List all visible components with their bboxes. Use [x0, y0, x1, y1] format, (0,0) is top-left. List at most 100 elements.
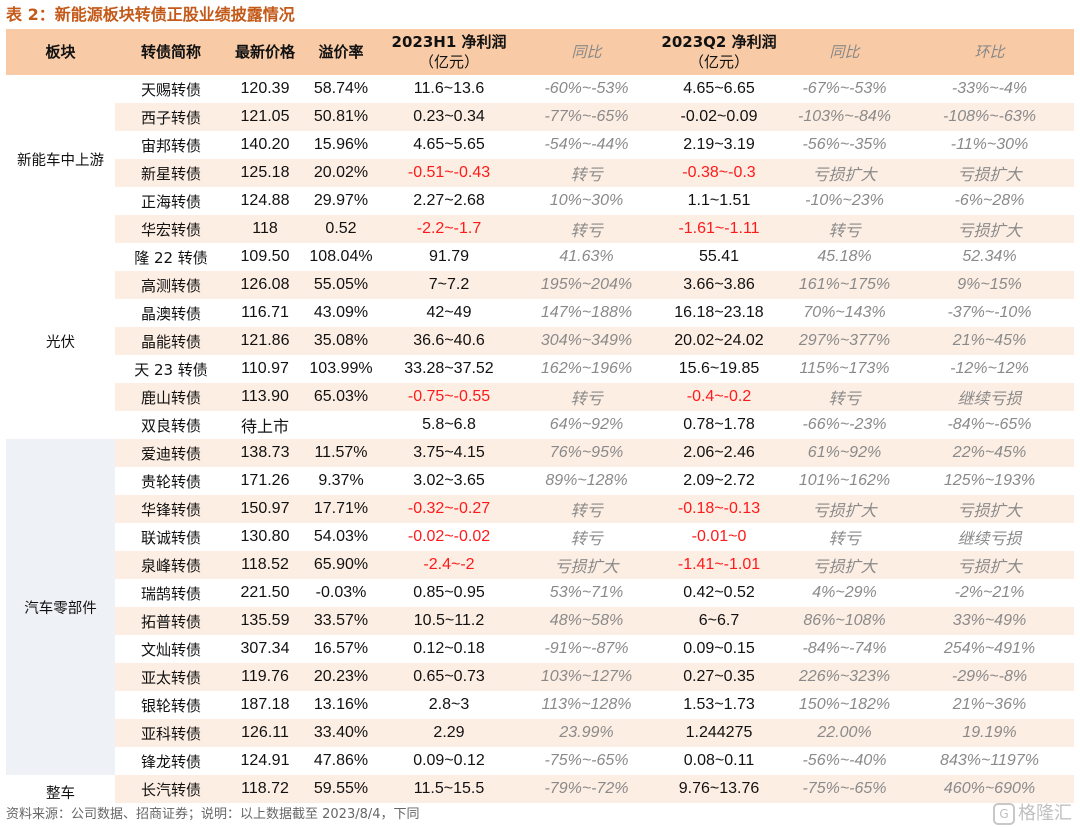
q2-net-profit: 0.42~0.52 — [683, 584, 755, 601]
table-row: 拓普转债 135.59 33.57% 10.5~11.2 48%~58% 6~6.7 86%… — [6, 607, 1074, 635]
premium-rate: 55.05% — [303, 271, 379, 299]
premium-rate: 58.74% — [313, 80, 369, 97]
q2-qoq: 843%~1197% — [940, 752, 1039, 769]
h1-net-profit: 3.02~3.65 — [413, 472, 485, 489]
q2-net-profit: 6~6.7 — [654, 607, 784, 635]
h1-net-profit: 11.6~13.6 — [413, 80, 485, 97]
h1-yoy: 转亏 — [519, 215, 654, 243]
q2-yoy: 297%~377% — [784, 327, 905, 355]
q2-yoy: -67%~-53% — [802, 80, 887, 97]
table-row: 双良转债 待上市 5.8~6.8 64%~92% 0.78~1.78 -66%~-23% -… — [6, 411, 1074, 439]
latest-price: 118.52 — [227, 551, 303, 579]
table-row: 光伏隆 22 转债 109.50 108.04% 91.79 41.63% 55.41 45… — [6, 243, 1074, 439]
q2-net-profit: 0.27~0.35 — [654, 663, 784, 691]
q2-qoq: 52.34% — [962, 248, 1017, 265]
q2-qoq: 继续亏损 — [905, 383, 1074, 411]
h1-yoy: 转亏 — [519, 383, 654, 411]
h1-yoy: 转亏 — [519, 159, 654, 187]
h1-net-profit: -0.02~-0.02 — [407, 528, 491, 545]
premium-rate: 20.23% — [303, 663, 379, 691]
q2-net-profit: -0.38~-0.3 — [654, 159, 784, 187]
table-row: 华宏转债 118 0.52 -2.2~-1.7 转亏 -1.61~-1.11 转亏 亏损扩大 — [6, 215, 1074, 243]
h1-yoy: 53%~71% — [549, 584, 624, 601]
h1-net-profit: 2.8~3 — [428, 696, 470, 713]
bond-name: 亚科转债 — [115, 719, 227, 747]
q2-qoq: 19.19% — [905, 719, 1074, 747]
h1-yoy: -91%~-87% — [544, 640, 629, 657]
bond-name: 隆 22 转债 — [134, 248, 208, 267]
q2-net-profit: 15.6~19.85 — [678, 360, 760, 377]
q2-qoq: -37%~-10% — [947, 304, 1032, 321]
latest-price: 118 — [227, 215, 303, 243]
q2-qoq: -84%~-65% — [947, 416, 1032, 433]
q2-qoq: 亏损扩大 — [905, 551, 1074, 579]
bond-name: 联诚转债 — [140, 528, 201, 547]
bond-name: 长汽转债 — [115, 775, 227, 803]
header-sector: 板块 — [6, 29, 115, 75]
premium-rate: 13.16% — [313, 696, 369, 713]
table-row: 正海转债 124.88 29.97% 2.27~2.68 10%~30% 1.1~1.51… — [6, 187, 1074, 215]
h1-net-profit: 7~7.2 — [379, 271, 519, 299]
table-row: 汽车零部件 爱迪转债 138.73 11.57% 3.75~4.15 76%~95% 2.0… — [6, 439, 1074, 775]
q2-yoy: -75%~-65% — [784, 775, 905, 803]
latest-price: 130.80 — [240, 528, 290, 545]
h1-net-profit: 91.79 — [428, 248, 470, 265]
q2-net-profit: 1.1~1.51 — [687, 192, 751, 209]
q2-net-profit: 0.08~0.11 — [683, 752, 755, 769]
q2-yoy: -66%~-23% — [802, 416, 887, 433]
h1-net-profit: -0.75~-0.55 — [379, 383, 519, 411]
q2-net-profit: 9.76~13.76 — [654, 775, 784, 803]
q2-net-profit: 20.02~24.02 — [654, 327, 784, 355]
h1-yoy: 亏损扩大 — [519, 551, 654, 579]
watermark-text: 格隆汇 — [1018, 803, 1072, 824]
premium-rate: 16.57% — [313, 640, 369, 657]
q2-qoq: 继续亏损 — [957, 531, 1022, 548]
bond-name: 晶澳转债 — [140, 304, 201, 323]
q2-qoq: 亏损扩大 — [905, 159, 1074, 187]
table-row: 贵轮转债 171.26 9.37% 3.02~3.65 89%~128% 2.09~2.7… — [6, 467, 1074, 495]
q2-qoq: 460%~690% — [905, 775, 1074, 803]
h1-yoy: -75%~-65% — [544, 752, 629, 769]
premium-rate: 54.03% — [313, 528, 369, 545]
bond-name: 亚太转债 — [115, 663, 227, 691]
h1-yoy: 64%~92% — [549, 416, 624, 433]
q2-net-profit: 55.41 — [698, 248, 740, 265]
q2-net-profit: 1.53~1.73 — [683, 696, 755, 713]
q2-qoq: 21%~45% — [905, 327, 1074, 355]
h1-net-profit: 2.27~2.68 — [413, 192, 485, 209]
sector-label: 光伏 — [6, 243, 115, 439]
premium-rate: 47.86% — [313, 752, 369, 769]
table-row: 天 23 转债 110.97 103.99% 33.28~37.52 162%~196%… — [6, 355, 1074, 383]
q2-net-profit: 2.06~2.46 — [654, 439, 784, 467]
header-q2-yoy: 同比 — [784, 29, 905, 75]
premium-rate: -0.03% — [315, 584, 367, 601]
bond-name: 瑞鹄转债 — [140, 584, 201, 603]
h1-yoy: 195%~204% — [519, 271, 654, 299]
q2-net-profit: 1.244275 — [654, 719, 784, 747]
premium-rate: 17.71% — [303, 495, 379, 523]
premium-rate — [303, 411, 379, 439]
q2-net-profit: 3.66~3.86 — [654, 271, 784, 299]
h1-yoy: 转亏 — [519, 495, 654, 523]
premium-rate: 103.99% — [309, 360, 373, 377]
q2-qoq: -12%~12% — [950, 360, 1029, 377]
table-row: 新能车中上游 天赐转债 120.39 58.74% 11.6~13.6 -60%~-53%… — [6, 75, 1074, 243]
latest-price: 221.50 — [240, 584, 290, 601]
q2-net-profit: -0.4~-0.2 — [654, 383, 784, 411]
bond-name: 新星转债 — [115, 159, 227, 187]
h1-yoy: -79%~-72% — [519, 775, 654, 803]
table-row: 高测转债 126.08 55.05% 7~7.2 195%~204% 3.66~3.86 1… — [6, 271, 1074, 299]
bond-name: 锋龙转债 — [140, 752, 201, 771]
sector-label: 新能车中上游 — [6, 75, 115, 243]
q2-net-profit: 0.09~0.15 — [683, 640, 755, 657]
latest-price: 124.91 — [240, 752, 290, 769]
q2-yoy: 4%~29% — [812, 584, 877, 601]
q2-yoy: 161%~175% — [784, 271, 905, 299]
q2-yoy: 转亏 — [784, 383, 905, 411]
latest-price: 125.18 — [227, 159, 303, 187]
q2-qoq: 22%~45% — [905, 439, 1074, 467]
bond-name: 泉峰转债 — [115, 551, 227, 579]
table-row: 亚科转债 126.11 33.40% 2.29 23.99% 1.244275 22.00%… — [6, 719, 1074, 747]
premium-rate: 20.02% — [303, 159, 379, 187]
header-h1-yoy: 同比 — [519, 29, 654, 75]
